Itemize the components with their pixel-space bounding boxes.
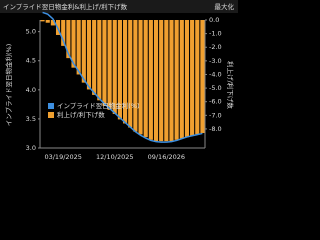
bar — [153, 20, 159, 142]
y2-tick-label: -5.0 — [209, 84, 222, 92]
legend-label: 利上げ/利下げ数 — [57, 110, 105, 119]
y2-axis-title: 利上げ/利下げ数 — [226, 61, 235, 109]
legend-swatch — [48, 112, 54, 118]
bar — [133, 20, 138, 132]
legend-label: インプライド翌日物金利(%) — [57, 101, 140, 110]
x-tick-label: 09/16/2026 — [148, 153, 185, 161]
bar — [195, 20, 200, 135]
y2-tick-label: -1.0 — [209, 30, 222, 38]
bar — [86, 20, 92, 90]
y-tick-label: 3.0 — [26, 144, 36, 152]
legend-swatch — [48, 103, 54, 109]
bar — [92, 20, 97, 95]
bar — [61, 20, 66, 46]
y2-tick-label: -4.0 — [209, 70, 222, 78]
bar — [76, 20, 81, 75]
y2-tick-label: -3.0 — [209, 57, 222, 65]
x-tick-label: 12/10/2025 — [96, 153, 133, 161]
maximize-button[interactable]: 最大化 — [215, 2, 235, 11]
y-tick-label: 4.5 — [26, 57, 36, 65]
bar — [117, 20, 122, 120]
bar — [179, 20, 184, 139]
y-tick-label: 4.0 — [26, 86, 36, 94]
y2-tick-label: -7.0 — [209, 111, 222, 119]
chart-title: インプライド翌日物金利&利上げ/利下げ数 — [3, 2, 128, 11]
line — [42, 11, 203, 143]
bar — [66, 20, 71, 59]
bar — [128, 20, 133, 128]
y-tick-label: 5.0 — [26, 28, 36, 36]
bar — [40, 20, 45, 22]
bar — [71, 20, 76, 68]
y2-tick-label: -6.0 — [209, 98, 222, 106]
bar — [143, 20, 148, 138]
bar — [45, 20, 50, 23]
title-bar — [0, 0, 238, 13]
x-tick-label: 03/19/2025 — [44, 153, 81, 161]
bar — [184, 20, 190, 138]
bar — [50, 20, 55, 26]
bar — [169, 20, 174, 142]
bar — [123, 20, 128, 124]
bar — [164, 20, 169, 142]
bar — [97, 20, 102, 101]
bar — [107, 20, 112, 110]
bar — [148, 20, 153, 140]
bar — [190, 20, 195, 136]
bar — [102, 20, 107, 106]
y2-tick-label: 0.0 — [209, 16, 219, 24]
y-axis-title: インプライド翌日物金利(%) — [4, 44, 13, 127]
bar — [200, 20, 205, 134]
chart: インプライド翌日物金利&利上げ/利下げ数 最大化 インプライド翌日物金利(%) … — [0, 0, 238, 161]
y-tick-label: 3.5 — [26, 115, 36, 123]
y2-tick-label: -8.0 — [209, 125, 222, 133]
bar — [81, 20, 86, 83]
bar — [159, 20, 164, 142]
bar — [174, 20, 179, 140]
bar — [138, 20, 143, 135]
y2-tick-label: -2.0 — [209, 43, 222, 51]
bar — [112, 20, 117, 114]
